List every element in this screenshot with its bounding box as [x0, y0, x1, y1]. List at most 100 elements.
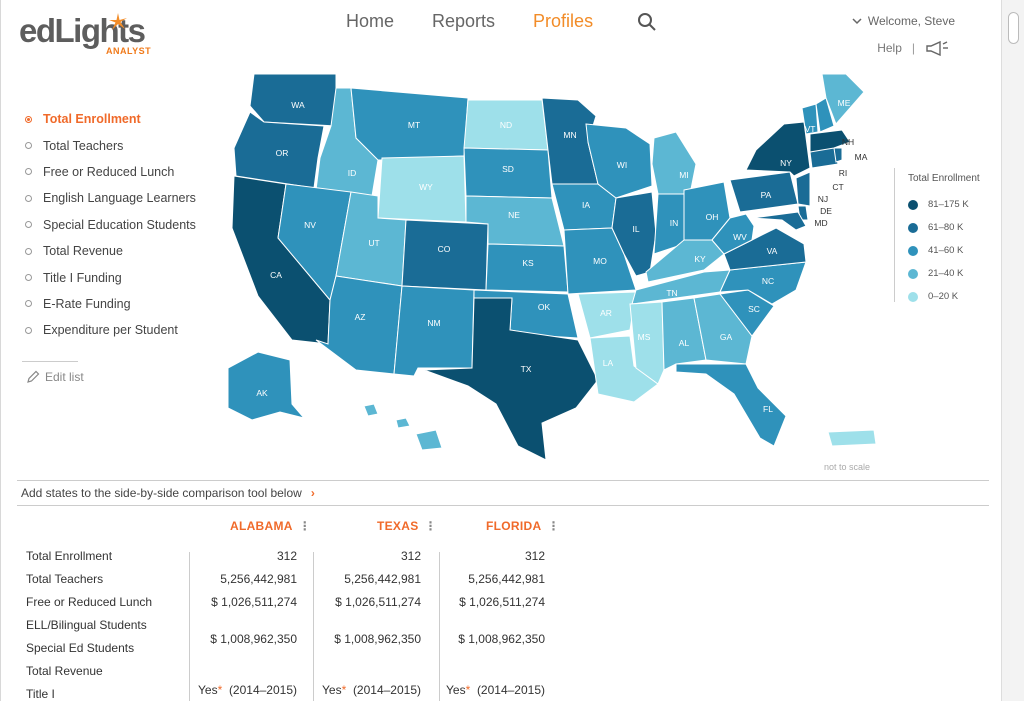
title-i-yes: Yes: [446, 683, 466, 697]
state-vt[interactable]: [801, 103, 819, 135]
metric-label: Special Education Students: [43, 217, 196, 232]
state-tx[interactable]: [423, 297, 599, 461]
state-ms[interactable]: [629, 301, 665, 385]
metric-free-reduced-lunch[interactable]: Free or Reduced Lunch: [25, 159, 196, 185]
kebab-menu-icon[interactable]: ⋮: [424, 519, 437, 533]
map-label: MA: [855, 152, 868, 162]
territory-pr[interactable]: [827, 429, 877, 447]
map-label: OK: [538, 302, 551, 312]
title-i-years: (2014–2015): [476, 683, 545, 697]
state-me[interactable]: [821, 73, 865, 125]
welcome-text: Welcome, Steve: [867, 14, 955, 28]
title-i-years: (2014–2015): [228, 683, 297, 697]
metric-label: Total Teachers: [43, 138, 124, 153]
nav-reports[interactable]: Reports: [432, 11, 496, 31]
legend-item: 41–60 K: [908, 239, 980, 262]
metric-special-ed[interactable]: Special Education Students: [25, 212, 196, 238]
legend-swatch: [908, 199, 918, 210]
value-frl: $ 1,026,511,274: [459, 595, 545, 609]
map-label: OR: [276, 148, 289, 158]
logo-subtitle: ANALYST: [106, 46, 152, 56]
megaphone-icon[interactable]: [925, 40, 949, 56]
title-i-years: (2014–2015): [352, 683, 421, 697]
help-link[interactable]: Help: [877, 41, 902, 55]
state-hi[interactable]: [363, 403, 443, 451]
state-md[interactable]: [751, 211, 807, 231]
metric-total-teachers[interactable]: Total Teachers: [25, 132, 196, 158]
state-nm[interactable]: [393, 285, 475, 377]
metric-total-revenue[interactable]: Total Revenue: [25, 238, 196, 264]
compare-column-florida[interactable]: FLORIDA ⋮: [486, 519, 560, 533]
legend-label: 41–60 K: [928, 245, 964, 256]
search-icon[interactable]: [637, 12, 657, 32]
map-label: IA: [582, 200, 590, 210]
column-divider: [189, 552, 190, 701]
kebab-menu-icon[interactable]: ⋮: [547, 519, 560, 533]
map-label: LA: [603, 358, 614, 368]
edit-list-button[interactable]: Edit list: [26, 370, 84, 384]
legend-swatch: [908, 268, 918, 279]
legend-label: 21–40 K: [928, 268, 964, 279]
legend-label: 0–20 K: [928, 291, 959, 302]
legend-item: 21–40 K: [908, 262, 980, 285]
row-label: Total Teachers: [26, 572, 104, 586]
radio: [25, 274, 32, 282]
state-sc[interactable]: [719, 289, 775, 337]
state-ma[interactable]: [809, 129, 851, 153]
state-il[interactable]: [611, 191, 657, 277]
main-nav: Home Reports Profiles: [346, 11, 593, 32]
state-mi[interactable]: [651, 131, 697, 195]
map-label: SD: [502, 164, 514, 174]
state-ny[interactable]: [745, 121, 811, 177]
map-label: WV: [733, 232, 747, 242]
state-nh[interactable]: [815, 97, 835, 133]
value-sped: $ 1,008,962,350: [334, 632, 421, 646]
legend-swatch: [908, 291, 918, 302]
radio: [25, 142, 32, 150]
scrollbar-thumb[interactable]: [1008, 12, 1019, 44]
kebab-menu-icon[interactable]: ⋮: [298, 519, 312, 533]
title-i-asterisk: *: [465, 683, 471, 697]
state-wi[interactable]: [585, 123, 653, 199]
metric-total-enrollment[interactable]: Total Enrollment: [25, 106, 196, 132]
map-label: VT: [805, 124, 816, 134]
map-label: VA: [767, 246, 778, 256]
state-fl[interactable]: [675, 363, 787, 447]
edlights-logo[interactable]: edLights ANALYST: [19, 10, 159, 58]
column-divider: [439, 552, 440, 701]
state-co[interactable]: [401, 219, 489, 291]
state-ri[interactable]: [833, 147, 843, 163]
compare-tool-prompt[interactable]: Add states to the side-by-side compariso…: [17, 480, 989, 506]
radio: [25, 194, 32, 202]
value-sped: $ 1,008,962,350: [458, 632, 545, 646]
metric-expenditure[interactable]: Expenditure per Student: [25, 317, 196, 343]
state-nj[interactable]: [795, 171, 811, 207]
metric-ell[interactable]: English Language Learners: [25, 185, 196, 211]
nav-profiles[interactable]: Profiles: [533, 11, 594, 31]
state-ak[interactable]: [227, 351, 306, 421]
map-label: NE: [508, 210, 520, 220]
logo-wordmark: edLights: [19, 12, 146, 49]
metric-title-i[interactable]: Title I Funding: [25, 264, 196, 290]
compare-column-alabama[interactable]: ALABAMA ⋮: [230, 519, 311, 533]
metric-label: Title I Funding: [43, 270, 122, 285]
state-al[interactable]: [661, 297, 707, 371]
map-label: MI: [679, 170, 688, 180]
compare-column-texas[interactable]: TEXAS ⋮: [377, 519, 437, 533]
state-ar[interactable]: [577, 291, 637, 339]
title-i-yes: Yes: [198, 683, 218, 697]
nav-home[interactable]: Home: [346, 11, 395, 31]
legend-item: 61–80 K: [908, 216, 980, 239]
user-menu[interactable]: Welcome, Steve: [852, 14, 955, 28]
state-or[interactable]: [233, 111, 325, 189]
metric-label: Total Revenue: [43, 244, 123, 259]
map-label: KY: [694, 254, 706, 264]
state-mo[interactable]: [563, 227, 637, 295]
metric-e-rate[interactable]: E-Rate Funding: [25, 291, 196, 317]
state-ga[interactable]: [693, 293, 753, 365]
state-ks[interactable]: [485, 243, 569, 293]
map-label: MO: [593, 256, 607, 266]
state-wv[interactable]: [711, 213, 755, 255]
vertical-scrollbar[interactable]: [1001, 0, 1024, 701]
map-label: NH: [842, 137, 854, 147]
